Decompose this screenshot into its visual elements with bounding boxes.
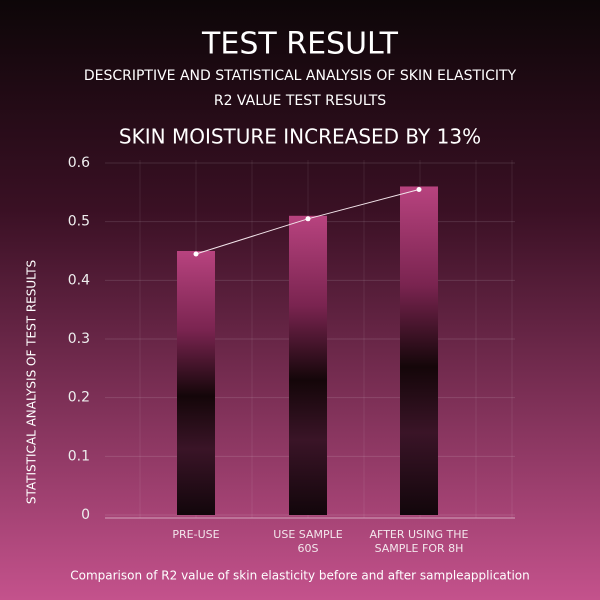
y-tick-label: 0.4 <box>68 272 90 288</box>
caption: Comparison of R2 value of skin elasticit… <box>70 569 530 583</box>
subtitle: R2 VALUE TEST RESULTS <box>214 93 386 109</box>
point <box>416 186 422 192</box>
bar <box>400 186 438 515</box>
y-tick-label: 0.2 <box>68 390 90 406</box>
x-tick-label: PRE-USE <box>172 528 219 541</box>
y-tick-label: 0 <box>81 507 90 523</box>
bar <box>177 251 215 515</box>
x-tick-label: AFTER USING THE SAMPLE FOR 8H <box>370 528 469 555</box>
point <box>193 251 199 257</box>
y-tick-label: 0.6 <box>68 155 90 171</box>
chart-title: TEST RESULT <box>201 27 399 62</box>
bar <box>289 215 327 516</box>
subtitle: DESCRIPTIVE AND STATISTICAL ANALYSIS OF … <box>84 68 517 84</box>
y-tick-label: 0.5 <box>68 214 90 230</box>
point <box>305 216 311 222</box>
x-tick-label: USE SAMPLE 60S <box>273 528 342 555</box>
y-tick-label: 0.1 <box>68 448 90 464</box>
y-axis-label: STATISTICAL ANALYSIS OF TEST RESULTS <box>25 260 39 504</box>
headline: SKIN MOISTURE INCREASED BY 13% <box>119 125 481 149</box>
y-tick-label: 0.3 <box>68 331 90 347</box>
